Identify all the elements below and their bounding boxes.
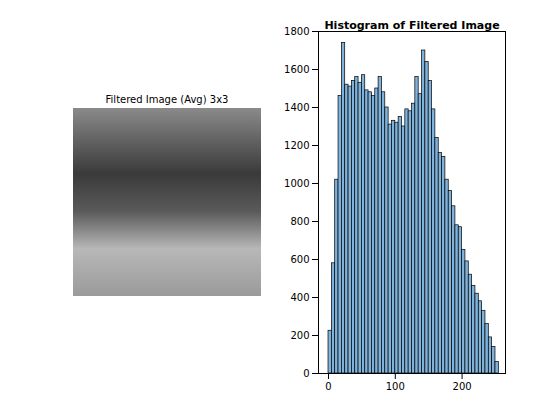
svg-text:0: 0 xyxy=(325,381,331,392)
svg-text:400: 400 xyxy=(290,292,309,303)
svg-text:1000: 1000 xyxy=(284,178,309,189)
svg-text:1600: 1600 xyxy=(284,64,309,75)
svg-text:600: 600 xyxy=(290,254,309,265)
svg-text:1800: 1800 xyxy=(284,26,309,37)
svg-text:100: 100 xyxy=(386,381,405,392)
svg-text:800: 800 xyxy=(290,216,309,227)
svg-text:200: 200 xyxy=(290,330,309,341)
svg-text:Histogram of Filtered Image: Histogram of Filtered Image xyxy=(324,19,499,32)
svg-text:0: 0 xyxy=(303,368,309,379)
svg-text:200: 200 xyxy=(453,381,472,392)
svg-text:1200: 1200 xyxy=(284,140,309,151)
svg-text:1400: 1400 xyxy=(284,102,309,113)
html-text:Filtered Image (Avg) 3x3: Filtered Image (Avg) 3x3 xyxy=(105,94,229,105)
